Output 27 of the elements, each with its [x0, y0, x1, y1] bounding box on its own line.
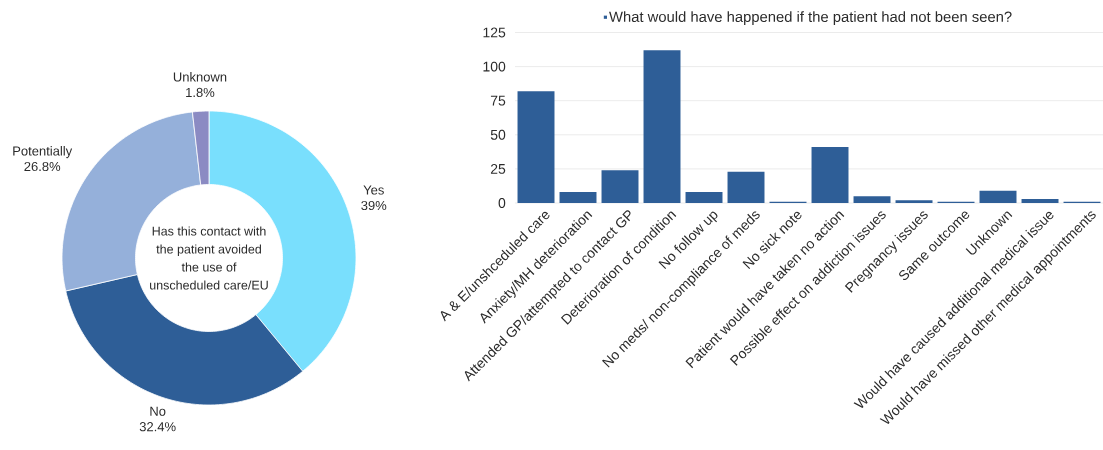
- bar: [643, 50, 681, 203]
- legend-label: What would have happened if the patient had not been seen?: [609, 11, 1012, 25]
- y-tick-label: 25: [490, 163, 506, 174]
- slice-label: No: [150, 406, 166, 416]
- slice-label: Potentially: [13, 146, 73, 159]
- bar: [811, 147, 849, 203]
- data-label: 39%: [361, 200, 387, 211]
- y-tick-label: 125: [483, 27, 506, 38]
- y-tick-label: 50: [490, 129, 506, 140]
- bar: [895, 200, 933, 203]
- slice-label: Unknown: [173, 72, 227, 82]
- text: Has this contact with the patient avoided the use of unscheduled care/EU: [150, 226, 268, 290]
- slice-label: Yes: [363, 185, 384, 195]
- bar: [979, 190, 1017, 203]
- bar: [853, 196, 891, 203]
- y-tick-label: 0: [498, 198, 506, 208]
- bar: [1021, 198, 1059, 203]
- bar: [559, 192, 597, 203]
- bar: [685, 192, 723, 203]
- data-label: 32.4%: [139, 422, 176, 432]
- data-label: 26.8%: [24, 161, 61, 172]
- bar: [727, 171, 765, 203]
- y-tick-label: 75: [490, 95, 506, 106]
- bar: [601, 170, 639, 203]
- bar: [517, 91, 555, 203]
- data-label: 1.8%: [186, 87, 215, 98]
- y-tick-label: 100: [483, 61, 506, 72]
